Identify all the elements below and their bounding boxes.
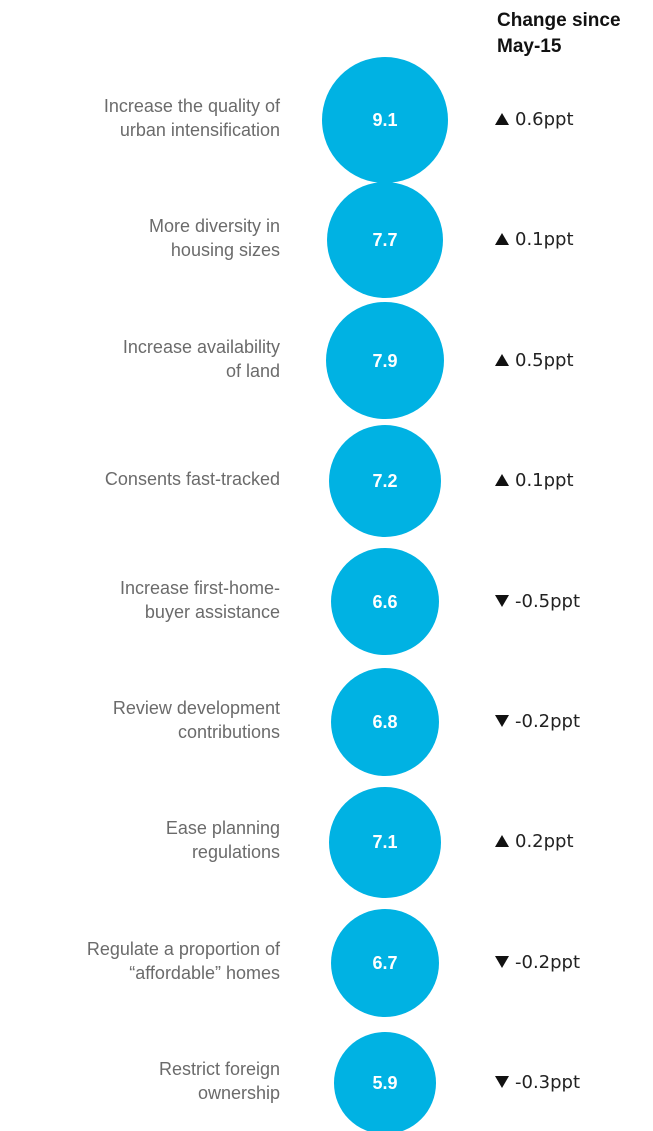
change-label: 0.1ppt xyxy=(515,470,574,492)
change: -0.2ppt xyxy=(495,952,580,974)
category-line: Regulate a proportion of xyxy=(86,938,280,959)
change: 0.1ppt xyxy=(495,470,574,492)
change: -0.5ppt xyxy=(495,591,580,613)
value-label: 6.6 xyxy=(372,591,398,612)
category-label: Increase the quality of urban intensifica… xyxy=(0,94,280,142)
arrow-up xyxy=(495,474,509,487)
arrow-down xyxy=(495,594,509,607)
change-label: 0.5ppt xyxy=(515,349,574,371)
value-label: 6.7 xyxy=(372,952,398,973)
category-line: Restrict foreign xyxy=(158,1059,280,1080)
category-line: “affordable” homes xyxy=(129,962,280,983)
change-label: -0.5ppt xyxy=(515,590,581,612)
category-line: contributions xyxy=(177,722,280,742)
change-label: -0.2ppt xyxy=(515,951,581,973)
change: -0.2ppt xyxy=(495,711,580,733)
category-label: Restrict foreign ownership xyxy=(0,1057,280,1105)
bubble xyxy=(328,425,442,538)
category-label: Review development contributions xyxy=(0,696,280,744)
bubble xyxy=(327,182,443,299)
change: 0.2ppt xyxy=(495,831,574,853)
category-line: Increase the quality of xyxy=(103,96,280,116)
category-label: Increase first-home-buyer assistance xyxy=(0,576,280,624)
arrow-down xyxy=(495,1076,509,1089)
value-label: 7.7 xyxy=(372,230,398,251)
category-line: regulations xyxy=(191,842,280,863)
change-label: -0.3ppt xyxy=(515,1072,581,1094)
category-label: Ease planning regulations xyxy=(0,816,280,864)
arrow-up xyxy=(495,353,509,366)
bubble xyxy=(334,1032,436,1131)
category-line: Increase availability xyxy=(122,336,280,357)
arrow-down xyxy=(495,715,509,727)
bubble xyxy=(330,667,440,777)
arrow-up xyxy=(495,113,509,125)
category-line: buyer assistance xyxy=(144,601,280,622)
category-line: housing sizes xyxy=(170,240,280,261)
change: 0.1ppt xyxy=(495,229,574,251)
change: -0.3ppt xyxy=(495,1072,580,1094)
change-label: 0.6ppt xyxy=(515,109,574,130)
category-line: urban intensification xyxy=(119,120,280,140)
category-line: More diversity in xyxy=(148,216,280,237)
value-label: 5.9 xyxy=(372,1073,398,1094)
category-label: More diversity in housing sizes xyxy=(0,214,280,262)
bubble xyxy=(326,302,444,420)
category-line: Consents fast-tracked xyxy=(104,469,280,490)
value-label: 9.1 xyxy=(372,110,398,130)
category-line: Review development xyxy=(112,698,280,718)
change: 0.5ppt xyxy=(495,350,574,372)
value-label: 7.2 xyxy=(372,471,398,492)
category-label: Increase availability of land xyxy=(0,335,280,383)
category-label: Consents fast-tracked xyxy=(0,467,280,491)
value-label: 7.1 xyxy=(372,832,398,853)
change: 0.6ppt xyxy=(495,109,574,131)
bubble xyxy=(331,547,439,656)
bubble xyxy=(322,57,448,183)
value-label: 6.8 xyxy=(372,712,398,732)
category-line: Ease planning xyxy=(165,818,280,839)
change-label: -0.2ppt xyxy=(515,711,581,732)
bubble xyxy=(329,786,441,899)
category-line: Increase first-home- xyxy=(119,577,280,598)
change-label: 0.2ppt xyxy=(515,831,574,853)
arrow-down xyxy=(495,955,509,968)
arrow-up xyxy=(495,835,509,848)
bubble xyxy=(330,908,440,1017)
column-title: Change since May-15 xyxy=(497,10,621,57)
category-line: ownership xyxy=(197,1083,280,1104)
category-label: Regulate a proportion of “affordable” hom… xyxy=(0,937,280,985)
value-label: 7.9 xyxy=(372,350,398,371)
arrow-up xyxy=(495,233,509,246)
change-label: 0.1ppt xyxy=(515,229,574,251)
category-line: of land xyxy=(225,360,280,381)
